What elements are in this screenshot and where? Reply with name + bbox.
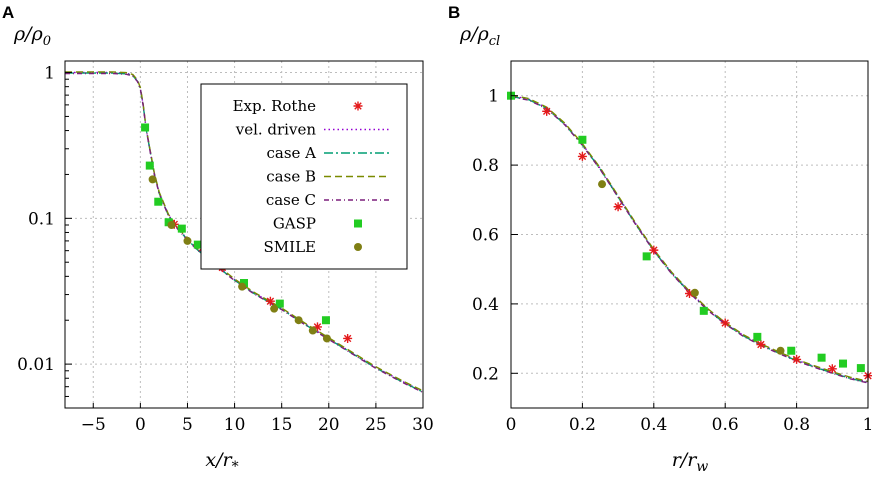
panel-a-point-gasp <box>177 224 186 233</box>
legend-label: GASP <box>273 215 316 233</box>
y-tick-label: 1 <box>488 87 499 107</box>
panel-a-point-gasp <box>145 161 154 170</box>
panel-b-curve-case-b <box>510 94 869 383</box>
panel-b-point-exp-rothe <box>756 339 766 349</box>
panel-b-point-exp-rothe <box>649 245 659 255</box>
panel-a-point-exp-rothe <box>312 322 322 332</box>
legend-swatch-exp-rothe <box>353 101 363 111</box>
panel-a-point-smile <box>183 236 192 245</box>
legend-swatch-gasp <box>354 219 362 228</box>
x-tick-label: 0 <box>506 415 517 435</box>
legend-label: case A <box>266 144 316 162</box>
panel-b-x-ticks: 0 0.2 0.4 0.6 0.8 1 <box>506 403 872 435</box>
panel-b-point-gasp <box>856 364 865 373</box>
panel-b-frame <box>510 60 869 409</box>
panel-a-x-ticks: −5 0 5 10 15 20 25 30 <box>81 403 434 435</box>
panel-b-point-exp-rothe <box>827 364 837 374</box>
legend-label: case C <box>266 191 316 209</box>
x-tick-label: 0.8 <box>783 415 810 435</box>
panel-a-point-gasp <box>193 240 202 249</box>
y-tick-label: 0.6 <box>472 226 499 246</box>
x-tick-label: 0 <box>135 415 146 435</box>
x-tick-label: 15 <box>271 415 293 435</box>
panel-b-curve-vel-driven <box>510 95 869 383</box>
panel-b-point-gasp <box>699 306 708 315</box>
x-tick-label: 30 <box>412 415 434 435</box>
x-tick-label: 20 <box>318 415 340 435</box>
panel-b-point-exp-rothe <box>685 288 694 298</box>
panel-a-point-gasp <box>154 197 163 206</box>
x-tick-label: 5 <box>182 415 193 435</box>
panel-b-point-gasp <box>578 135 587 144</box>
panel-b-grid <box>510 61 869 408</box>
panel-a-curve-case-c <box>65 72 424 394</box>
panel-a-point-gasp <box>275 299 284 308</box>
panel-a-point-smile <box>270 304 279 313</box>
y-tick-label: 1 <box>44 64 55 84</box>
panel-b-point-exp-rothe <box>792 354 802 364</box>
legend-label: Exp. Rothe <box>233 97 317 115</box>
y-tick-label: 0.8 <box>472 156 499 176</box>
panel-b-y-ticks: 1 0.8 0.6 0.4 0.2 <box>472 87 518 384</box>
x-tick-label: −5 <box>81 415 106 435</box>
legend-label: case B <box>266 168 316 186</box>
panel-a-point-gasp <box>321 316 330 325</box>
panel-a-point-smile <box>308 326 317 335</box>
y-tick-label: 0.1 <box>28 209 55 229</box>
legend-swatch-smile <box>354 243 362 251</box>
panel-a-point-smile <box>238 282 247 291</box>
panel-a: A ρ/ρ0 −5 0 5 10 15 20 25 30 1 0.1 0.01 x/r* Exp.… <box>2 3 434 475</box>
panel-b-point-gasp <box>817 353 826 362</box>
panel-a-point-smile <box>167 220 176 229</box>
panel-b-points <box>507 91 872 381</box>
panel-b-point-gasp <box>839 359 848 368</box>
panel-a-y-ticks: 1 0.1 0.01 <box>17 64 72 409</box>
panel-b-point-gasp <box>787 346 796 355</box>
panel-a-point-exp-rothe <box>343 333 353 343</box>
y-tick-label: 0.01 <box>17 355 55 375</box>
panel-b-point-exp-rothe <box>577 151 587 161</box>
panel-b-xlabel: r/rw <box>672 449 709 475</box>
panel-a-point-smile <box>294 316 303 325</box>
panel-a-curve-case-b <box>65 71 424 392</box>
x-tick-label: 10 <box>224 415 246 435</box>
panel-a-ylabel: ρ/ρ0 <box>13 23 51 49</box>
x-tick-label: 25 <box>365 415 387 435</box>
panel-b-point-smile <box>598 180 607 189</box>
y-tick-label: 0.2 <box>472 364 499 384</box>
panel-a-point-gasp <box>141 123 150 132</box>
panel-b-point-exp-rothe <box>720 318 730 328</box>
panel-b-point-exp-rothe <box>542 106 552 116</box>
panel-a-point-smile <box>322 334 331 343</box>
panel-b: B ρ/ρcl 0 0.2 0.4 0.6 0.8 1 1 0.8 0.6 0.4 0.2 r/r… <box>448 3 872 475</box>
panel-b-letter: B <box>448 3 460 22</box>
panel-a-frame <box>64 60 424 409</box>
x-tick-label: 0.4 <box>640 415 667 435</box>
panel-a-xlabel: x/r* <box>205 449 238 475</box>
panel-b-point-smile <box>690 288 699 297</box>
panel-b-point-gasp <box>642 252 651 261</box>
panel-b-point-gasp <box>753 332 762 341</box>
legend-label: vel. driven <box>235 121 317 139</box>
panel-b-curves <box>510 94 869 384</box>
x-tick-label: 1 <box>863 415 872 435</box>
panel-a-point-gasp <box>240 279 248 288</box>
panel-a-letter: A <box>2 3 14 22</box>
panel-b-ylabel: ρ/ρcl <box>459 23 500 49</box>
panel-a-point-exp-rothe <box>265 296 275 306</box>
legend-label: SMILE <box>264 238 316 256</box>
x-tick-label: 0.6 <box>712 415 739 435</box>
panel-a-point-smile <box>148 175 157 184</box>
panel-b-curve-case-a <box>510 95 869 384</box>
x-tick-label: 0.2 <box>569 415 596 435</box>
panel-b-point-smile <box>776 346 785 355</box>
y-tick-label: 0.4 <box>472 295 499 315</box>
panel-b-point-exp-rothe <box>613 202 623 212</box>
legend: Exp. Rothe vel. driven case A case B case C G… <box>200 83 408 270</box>
panel-b-curve-case-c <box>510 96 869 384</box>
